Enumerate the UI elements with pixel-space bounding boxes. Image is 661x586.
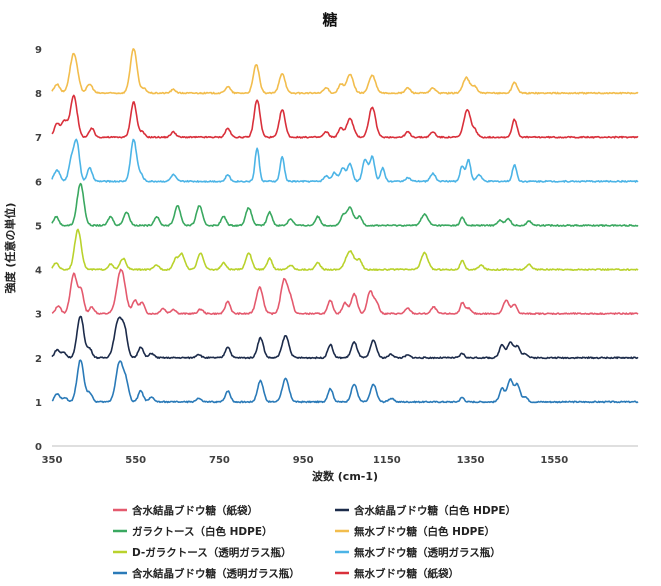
series-line	[51, 268, 639, 316]
legend-label: D-ガラクトース（透明ガラス瓶）	[132, 546, 292, 559]
y-tick-label: 7	[35, 133, 42, 144]
legend-label: 含水結晶ブドウ糖（紙袋）	[132, 504, 258, 517]
y-tick-label: 4	[35, 266, 42, 277]
y-tick-label: 5	[35, 221, 42, 232]
y-tick-label: 9	[35, 45, 42, 56]
x-axis-title: 波数 (cm-1)	[312, 469, 378, 483]
legend-label: 無水ブドウ糖（透明ガラス瓶）	[354, 546, 501, 559]
x-tick-label: 1550	[540, 455, 568, 466]
series-line	[51, 182, 639, 227]
y-tick-label: 3	[35, 310, 42, 321]
legend-label: 無水ブドウ糖（白色 HDPE）	[354, 525, 495, 538]
y-ticks: 0 1 2 3 4 5 6 7 8 9	[35, 45, 42, 453]
x-tick-label: 350	[42, 455, 63, 466]
y-tick-label: 6	[35, 177, 42, 188]
legend-label: 含水結晶ブドウ糖（透明ガラス瓶）	[132, 567, 300, 580]
y-axis-title: 強度 (任意の単位)	[3, 203, 17, 294]
legend-label: 含水結晶ブドウ糖（白色 HDPE）	[354, 504, 516, 517]
x-tick-label: 750	[209, 455, 230, 466]
y-tick-label: 8	[35, 89, 42, 100]
series-line	[51, 228, 639, 271]
x-ticks: 350 550 750 950 1150 1350 1550	[42, 455, 569, 466]
series-line	[51, 359, 639, 404]
series-line	[51, 48, 639, 95]
y-tick-label: 2	[35, 354, 42, 365]
x-tick-label: 1150	[373, 455, 401, 466]
y-tick-label: 1	[35, 398, 42, 409]
series-line	[51, 315, 639, 360]
legend-label: ガラクトース（白色 HDPE）	[132, 525, 273, 538]
legend-label: 無水ブドウ糖（紙袋）	[354, 567, 459, 580]
series-line	[51, 138, 639, 183]
x-tick-label: 1350	[457, 455, 485, 466]
y-tick-label: 0	[35, 442, 42, 453]
x-tick-label: 550	[125, 455, 146, 466]
chart-title: 糖	[322, 11, 337, 29]
x-tick-label: 950	[293, 455, 314, 466]
legend: 含水結晶ブドウ糖（紙袋） 含水結晶ブドウ糖（白色 HDPE） ガラクトース（白色 H…	[113, 504, 516, 580]
series-layer	[51, 48, 639, 404]
series-line	[51, 94, 639, 139]
